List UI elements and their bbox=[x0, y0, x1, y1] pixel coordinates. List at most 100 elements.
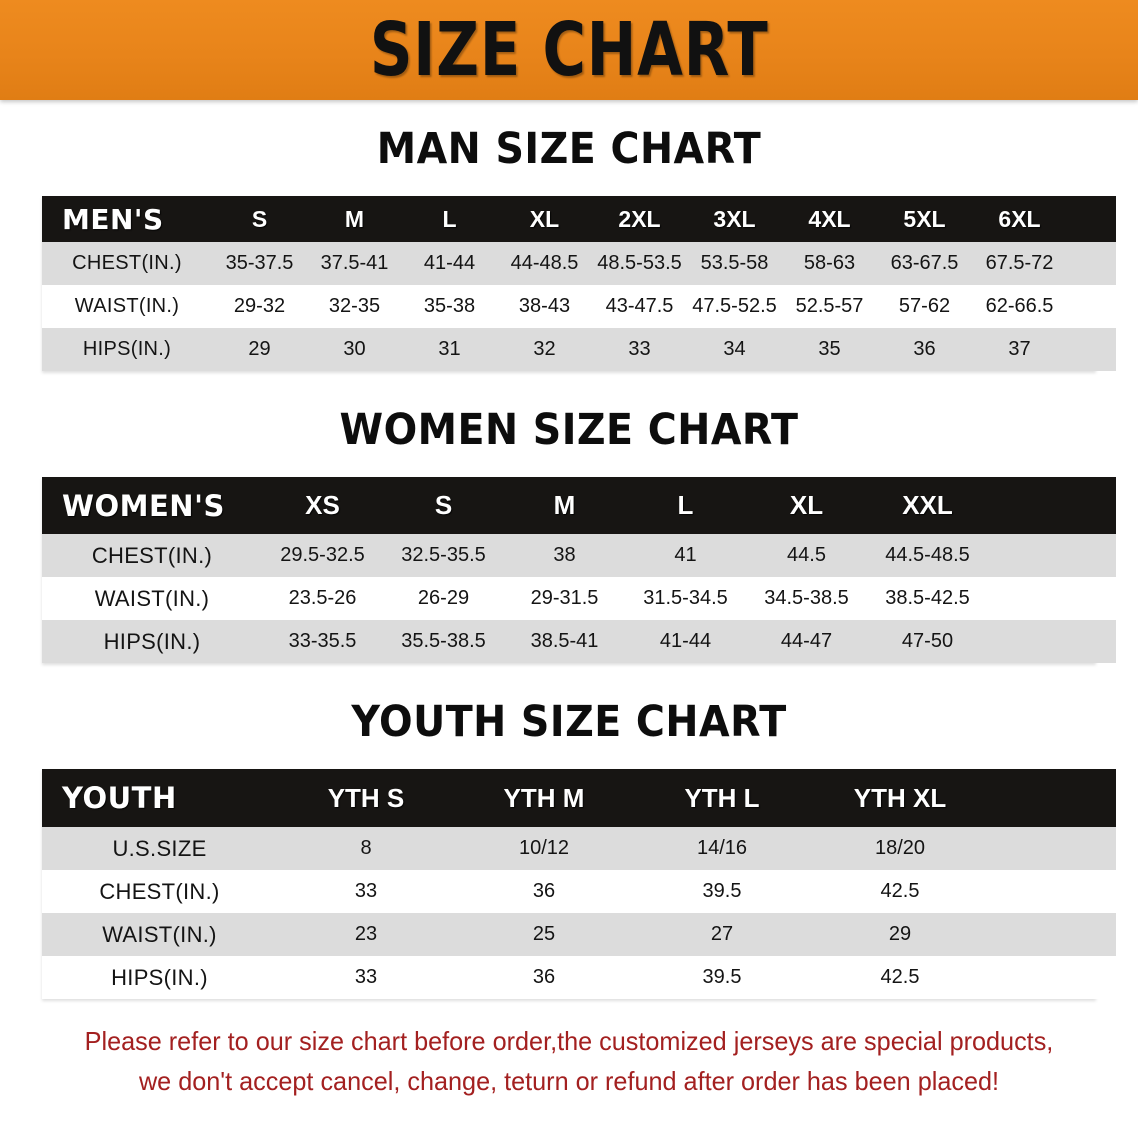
table-row: WAIST(IN.) 23 25 27 29 bbox=[42, 913, 1116, 956]
table-row: U.S.SIZE 8 10/12 14/16 18/20 bbox=[42, 827, 1116, 870]
women-size-header-xl: XL bbox=[746, 477, 867, 534]
table-cell: 58-63 bbox=[782, 242, 877, 285]
table-cell: 34.5-38.5 bbox=[746, 577, 867, 620]
table-cell: 35-37.5 bbox=[212, 242, 307, 285]
table-cell-filler bbox=[989, 827, 1116, 870]
youth-size-table: YOUTH YTH S YTH M YTH L YTH XL U.S.SIZE 8 10/12… bbox=[42, 769, 1116, 999]
man-row-label-chest-in-: CHEST(IN.) bbox=[42, 242, 212, 285]
man-size-header-5xl: 5XL bbox=[877, 196, 972, 242]
table-row: CHEST(IN.) 35-37.5 37.5-41 41-44 44-48.5 48.5… bbox=[42, 242, 1116, 285]
table-cell: 37.5-41 bbox=[307, 242, 402, 285]
table-cell: 33 bbox=[277, 870, 455, 913]
youth-table-header-row: YOUTH YTH S YTH M YTH L YTH XL bbox=[42, 769, 1116, 827]
women-size-header-s: S bbox=[383, 477, 504, 534]
table-row: WAIST(IN.) 29-32 32-35 35-38 38-43 43-47.5 47.… bbox=[42, 285, 1116, 328]
table-cell: 10/12 bbox=[455, 827, 633, 870]
disclaimer-line-1: Please refer to our size chart before or… bbox=[84, 1026, 1054, 1056]
women-size-header-xs: XS bbox=[262, 477, 383, 534]
table-cell: 63-67.5 bbox=[877, 242, 972, 285]
youth-header-filler bbox=[989, 769, 1116, 827]
table-cell-filler bbox=[988, 620, 1116, 663]
table-cell: 44.5-48.5 bbox=[867, 534, 988, 577]
table-cell: 43-47.5 bbox=[592, 285, 687, 328]
table-cell: 26-29 bbox=[383, 577, 504, 620]
women-size-header-m: M bbox=[504, 477, 625, 534]
youth-table-body: YOUTH YTH S YTH M YTH L YTH XL U.S.SIZE 8 10/12… bbox=[42, 769, 1116, 999]
man-size-table-wrap: MEN'S S M L XL 2XL 3XL 4XL 5XL 6XL CHEST(IN.) 35-37… bbox=[42, 196, 1116, 371]
man-table-body: MEN'S S M L XL 2XL 3XL 4XL 5XL 6XL CHEST(IN.) 35-37… bbox=[42, 196, 1116, 371]
man-size-header-l: L bbox=[402, 196, 497, 242]
youth-row-label-u-s-size: U.S.SIZE bbox=[42, 827, 277, 870]
table-cell: 34 bbox=[687, 328, 782, 371]
youth-row-label-chest-in-: CHEST(IN.) bbox=[42, 870, 277, 913]
table-cell: 32 bbox=[497, 328, 592, 371]
youth-size-table-wrap: YOUTH YTH S YTH M YTH L YTH XL U.S.SIZE 8 10/12… bbox=[42, 769, 1116, 999]
man-corner-label: MEN'S bbox=[42, 196, 212, 242]
women-size-header-xxl: XXL bbox=[867, 477, 988, 534]
man-header-filler bbox=[1067, 196, 1116, 242]
table-cell: 29-32 bbox=[212, 285, 307, 328]
table-cell: 31 bbox=[402, 328, 497, 371]
table-cell: 29.5-32.5 bbox=[262, 534, 383, 577]
table-cell: 38-43 bbox=[497, 285, 592, 328]
man-size-header-m: M bbox=[307, 196, 402, 242]
table-cell: 44-48.5 bbox=[497, 242, 592, 285]
table-cell: 31.5-34.5 bbox=[625, 577, 746, 620]
table-cell: 32.5-35.5 bbox=[383, 534, 504, 577]
table-cell: 39.5 bbox=[633, 956, 811, 999]
table-cell: 39.5 bbox=[633, 870, 811, 913]
page-banner: SIZE CHART bbox=[0, 0, 1138, 100]
disclaimer-line-2: we don't accept cancel, change, teturn o… bbox=[138, 1066, 1000, 1097]
youth-row-label-hips-in-: HIPS(IN.) bbox=[42, 956, 277, 999]
women-table-header-row: WOMEN'S XS S M L XL XXL bbox=[42, 477, 1116, 534]
table-cell-filler bbox=[1067, 328, 1116, 371]
table-cell: 42.5 bbox=[811, 956, 989, 999]
table-cell: 36 bbox=[455, 956, 633, 999]
table-cell: 35 bbox=[782, 328, 877, 371]
women-corner-label: WOMEN'S bbox=[42, 477, 262, 534]
table-cell-filler bbox=[988, 577, 1116, 620]
youth-size-header-yth-s: YTH S bbox=[277, 769, 455, 827]
table-cell: 48.5-53.5 bbox=[592, 242, 687, 285]
man-row-label-hips-in-: HIPS(IN.) bbox=[42, 328, 212, 371]
youth-size-header-yth-xl: YTH XL bbox=[811, 769, 989, 827]
table-cell: 33 bbox=[592, 328, 687, 371]
youth-size-header-yth-l: YTH L bbox=[633, 769, 811, 827]
table-cell: 27 bbox=[633, 913, 811, 956]
table-cell: 37 bbox=[972, 328, 1067, 371]
table-cell: 52.5-57 bbox=[782, 285, 877, 328]
table-cell: 23 bbox=[277, 913, 455, 956]
women-row-label-chest-in-: CHEST(IN.) bbox=[42, 534, 262, 577]
man-size-header-xl: XL bbox=[497, 196, 592, 242]
youth-corner-label: YOUTH bbox=[42, 769, 277, 827]
man-section-title: MAN SIZE CHART bbox=[376, 124, 762, 174]
page-title: SIZE CHART bbox=[369, 7, 769, 93]
table-cell: 36 bbox=[877, 328, 972, 371]
table-row: CHEST(IN.) 29.5-32.5 32.5-35.5 38 41 44.5 44.5… bbox=[42, 534, 1116, 577]
table-cell: 42.5 bbox=[811, 870, 989, 913]
table-cell: 36 bbox=[455, 870, 633, 913]
women-row-label-waist-in-: WAIST(IN.) bbox=[42, 577, 262, 620]
women-size-header-l: L bbox=[625, 477, 746, 534]
table-row: HIPS(IN.) 33 36 39.5 42.5 bbox=[42, 956, 1116, 999]
youth-size-header-yth-m: YTH M bbox=[455, 769, 633, 827]
table-cell-filler bbox=[1067, 242, 1116, 285]
women-table-body: WOMEN'S XS S M L XL XXL CHEST(IN.) 29.5-32.5 32.5… bbox=[42, 477, 1116, 663]
youth-section-title: YOUTH SIZE CHART bbox=[351, 697, 787, 747]
table-cell: 35-38 bbox=[402, 285, 497, 328]
table-cell: 23.5-26 bbox=[262, 577, 383, 620]
table-cell: 32-35 bbox=[307, 285, 402, 328]
table-cell-filler bbox=[1067, 285, 1116, 328]
table-cell: 33-35.5 bbox=[262, 620, 383, 663]
table-cell: 38.5-41 bbox=[504, 620, 625, 663]
table-cell: 18/20 bbox=[811, 827, 989, 870]
table-cell: 25 bbox=[455, 913, 633, 956]
table-cell: 35.5-38.5 bbox=[383, 620, 504, 663]
table-cell: 53.5-58 bbox=[687, 242, 782, 285]
man-size-header-6xl: 6XL bbox=[972, 196, 1067, 242]
table-cell: 29 bbox=[811, 913, 989, 956]
table-cell: 57-62 bbox=[877, 285, 972, 328]
table-cell: 41 bbox=[625, 534, 746, 577]
youth-row-label-waist-in-: WAIST(IN.) bbox=[42, 913, 277, 956]
table-cell: 29-31.5 bbox=[504, 577, 625, 620]
